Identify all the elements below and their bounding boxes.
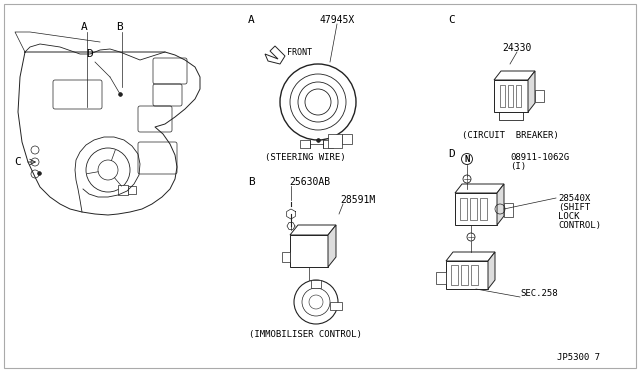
Text: N: N xyxy=(464,154,470,164)
Bar xyxy=(508,85,513,107)
Text: SEC.258: SEC.258 xyxy=(520,289,557,298)
Bar xyxy=(516,85,521,107)
Text: (STEERING WIRE): (STEERING WIRE) xyxy=(265,153,346,161)
Bar xyxy=(535,90,544,102)
Text: C: C xyxy=(448,15,455,25)
Bar xyxy=(342,134,352,144)
Bar xyxy=(461,265,468,285)
Bar xyxy=(471,265,478,285)
Bar xyxy=(500,85,505,107)
Text: 08911-1062G: 08911-1062G xyxy=(510,153,569,161)
Text: (CIRCUIT  BREAKER): (CIRCUIT BREAKER) xyxy=(461,131,558,140)
Text: C: C xyxy=(15,157,21,167)
Polygon shape xyxy=(497,184,504,225)
Bar xyxy=(300,140,310,148)
Bar xyxy=(311,280,321,288)
Text: JP5300 7: JP5300 7 xyxy=(557,353,600,362)
Polygon shape xyxy=(328,225,336,267)
Polygon shape xyxy=(446,252,495,261)
Text: 28591M: 28591M xyxy=(340,195,375,205)
Bar xyxy=(470,198,477,220)
Polygon shape xyxy=(528,71,535,112)
Bar xyxy=(128,186,136,194)
Polygon shape xyxy=(455,184,504,193)
Bar xyxy=(451,265,458,285)
Bar xyxy=(323,140,333,148)
Text: LOCK: LOCK xyxy=(558,212,579,221)
Bar xyxy=(460,198,467,220)
Polygon shape xyxy=(494,71,535,80)
Bar xyxy=(504,203,513,217)
Text: CONTROL): CONTROL) xyxy=(558,221,601,230)
Bar xyxy=(330,302,342,310)
Text: A: A xyxy=(81,22,88,32)
Bar xyxy=(328,134,342,148)
Text: FRONT: FRONT xyxy=(287,48,312,57)
Bar xyxy=(494,80,528,112)
Bar xyxy=(282,252,290,262)
Text: 25630AB: 25630AB xyxy=(289,177,330,187)
Text: 47945X: 47945X xyxy=(319,15,355,25)
Text: (IMMOBILISER CONTROL): (IMMOBILISER CONTROL) xyxy=(248,330,362,339)
Bar xyxy=(480,198,487,220)
Bar xyxy=(436,272,446,284)
Bar xyxy=(455,193,497,225)
Bar xyxy=(118,185,128,195)
Text: D: D xyxy=(448,149,455,159)
Polygon shape xyxy=(488,252,495,289)
Bar xyxy=(446,261,488,289)
Text: 24330: 24330 xyxy=(502,43,532,53)
Text: 28540X: 28540X xyxy=(558,193,590,202)
Text: (SHIFT: (SHIFT xyxy=(558,202,590,212)
Text: B: B xyxy=(248,177,255,187)
Bar xyxy=(290,235,328,267)
Text: D: D xyxy=(86,49,93,59)
Polygon shape xyxy=(265,46,285,64)
Text: (I): (I) xyxy=(510,161,526,170)
Text: A: A xyxy=(248,15,255,25)
Polygon shape xyxy=(290,225,336,235)
Text: B: B xyxy=(116,22,122,32)
